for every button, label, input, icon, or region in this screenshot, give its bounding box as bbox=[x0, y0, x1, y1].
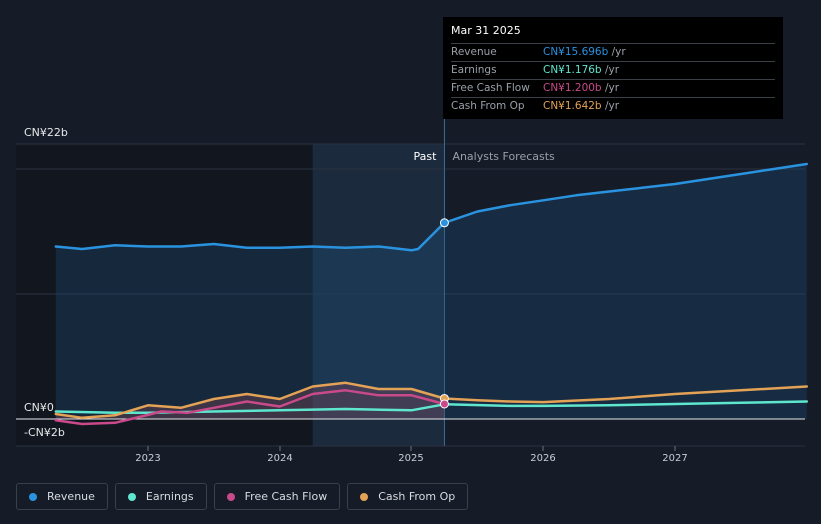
tooltip-label: Cash From Op bbox=[451, 100, 525, 112]
tooltip-value: CN¥15.696b /yr bbox=[543, 46, 626, 58]
legend-item-free-cash-flow[interactable]: Free Cash Flow bbox=[213, 483, 341, 510]
x-tick-label: 2026 bbox=[530, 453, 555, 464]
x-tick-label: 2027 bbox=[662, 453, 687, 464]
legend-item-earnings[interactable]: Earnings bbox=[114, 483, 207, 510]
tooltip: Mar 31 2025 Revenue CN¥15.696b /yr Earni… bbox=[443, 17, 783, 119]
tooltip-value: CN¥1.642b /yr bbox=[543, 100, 620, 112]
revenue-area bbox=[55, 164, 807, 419]
series-line-cash-from-op bbox=[54, 381, 809, 420]
legend-item-cash-from-op[interactable]: Cash From Op bbox=[347, 483, 469, 510]
legend-label: Revenue bbox=[47, 490, 95, 503]
legend-dot-icon bbox=[127, 492, 136, 501]
forecast-label: Analysts Forecasts bbox=[452, 150, 555, 163]
legend-label: Cash From Op bbox=[378, 490, 456, 503]
series-line-free-cash-flow bbox=[54, 389, 446, 426]
y-axis-label-bottom: -CN¥2b bbox=[24, 426, 65, 439]
legend-dot-icon bbox=[226, 492, 235, 501]
tooltip-date: Mar 31 2025 bbox=[451, 24, 521, 37]
tooltip-label: Free Cash Flow bbox=[451, 82, 530, 94]
past-label: Past bbox=[414, 150, 438, 163]
legend: Revenue Earnings Free Cash Flow Cash Fro… bbox=[16, 483, 469, 510]
x-tick-label: 2023 bbox=[135, 453, 160, 464]
tooltip-value: CN¥1.200b /yr bbox=[543, 82, 620, 94]
marker-free-cash-flow bbox=[439, 399, 449, 409]
series-line-revenue bbox=[54, 162, 809, 252]
x-tick-label: 2024 bbox=[267, 453, 292, 464]
marker-revenue bbox=[439, 218, 449, 228]
legend-dot-icon bbox=[360, 492, 369, 501]
legend-dot-icon bbox=[29, 492, 37, 501]
legend-item-revenue[interactable]: Revenue bbox=[16, 483, 108, 510]
y-axis-label-top: CN¥22b bbox=[24, 126, 68, 139]
tooltip-label: Earnings bbox=[451, 64, 497, 76]
y-axis-label-zero: CN¥0 bbox=[24, 401, 54, 414]
tooltip-value: CN¥1.176b /yr bbox=[543, 64, 620, 76]
tooltip-row-earnings: Earnings CN¥1.176b /yr bbox=[451, 61, 775, 79]
tooltip-row-revenue: Revenue CN¥15.696b /yr bbox=[451, 43, 775, 61]
x-tick-label: 2025 bbox=[398, 453, 423, 464]
legend-label: Free Cash Flow bbox=[244, 490, 328, 503]
tooltip-row-cash-from-op: Cash From Op CN¥1.642b /yr bbox=[451, 97, 775, 115]
legend-label: Earnings bbox=[145, 490, 194, 503]
tooltip-row-free-cash-flow: Free Cash Flow CN¥1.200b /yr bbox=[451, 79, 775, 97]
tooltip-label: Revenue bbox=[451, 46, 497, 58]
